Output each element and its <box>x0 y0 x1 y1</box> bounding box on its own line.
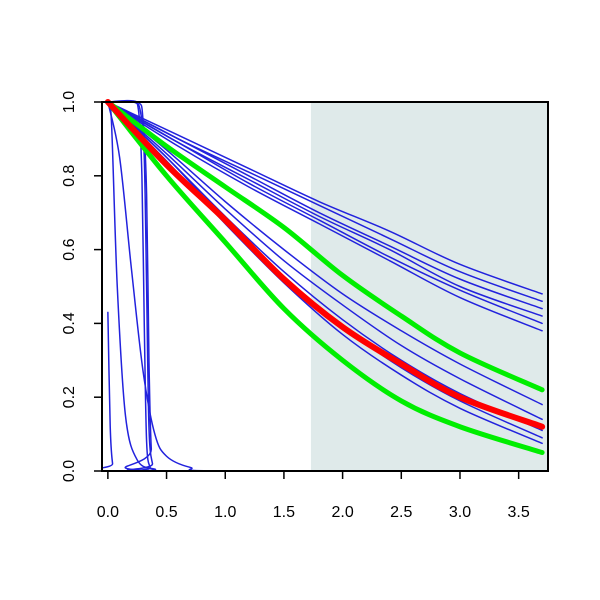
series-line-1 <box>107 101 543 295</box>
x-tick-label-5: 2.5 <box>390 504 412 521</box>
x-tick-label-3: 1.5 <box>273 504 295 521</box>
series-line-13 <box>107 100 543 471</box>
x-tick-label-1: 0.5 <box>155 504 177 521</box>
x-axis: 0.0 0.5 1.0 1.5 2.0 2.5 3.0 3.5 <box>97 471 530 521</box>
series-line-6 <box>107 101 543 332</box>
series-line-12 <box>107 101 543 471</box>
x-tick-label-0: 0.0 <box>97 504 119 521</box>
y-tick-label-1: 0.2 <box>61 386 78 408</box>
series-line-16 <box>107 100 543 471</box>
x-tick-label-4: 2.0 <box>331 504 353 521</box>
plot-frame <box>101 101 549 472</box>
x-tick-label-7: 3.5 <box>508 504 530 521</box>
y-tick-label-4: 0.8 <box>61 165 78 187</box>
series-line-20 <box>104 99 546 430</box>
y-tick-label-0: 0.0 <box>61 460 78 482</box>
series-line-17 <box>107 99 543 471</box>
series-line-19 <box>105 99 545 456</box>
y-axis: 0.0 0.2 0.4 0.6 0.8 1.0 <box>61 91 102 482</box>
series-layer <box>102 99 546 471</box>
shaded-region <box>310 102 548 471</box>
y-tick-label-2: 0.4 <box>61 312 78 334</box>
series-line-8 <box>107 101 543 421</box>
series-line-3 <box>107 101 543 310</box>
y-tick-label-5: 1.0 <box>61 91 78 113</box>
series-line-18 <box>105 99 545 393</box>
x-tick-label-2: 1.0 <box>214 504 236 521</box>
series-line-14 <box>102 311 543 471</box>
y-tick-label-3: 0.6 <box>61 238 78 260</box>
x-tick-label-6: 3.0 <box>449 504 471 521</box>
series-line-5 <box>107 101 543 325</box>
series-line-7 <box>107 101 543 406</box>
